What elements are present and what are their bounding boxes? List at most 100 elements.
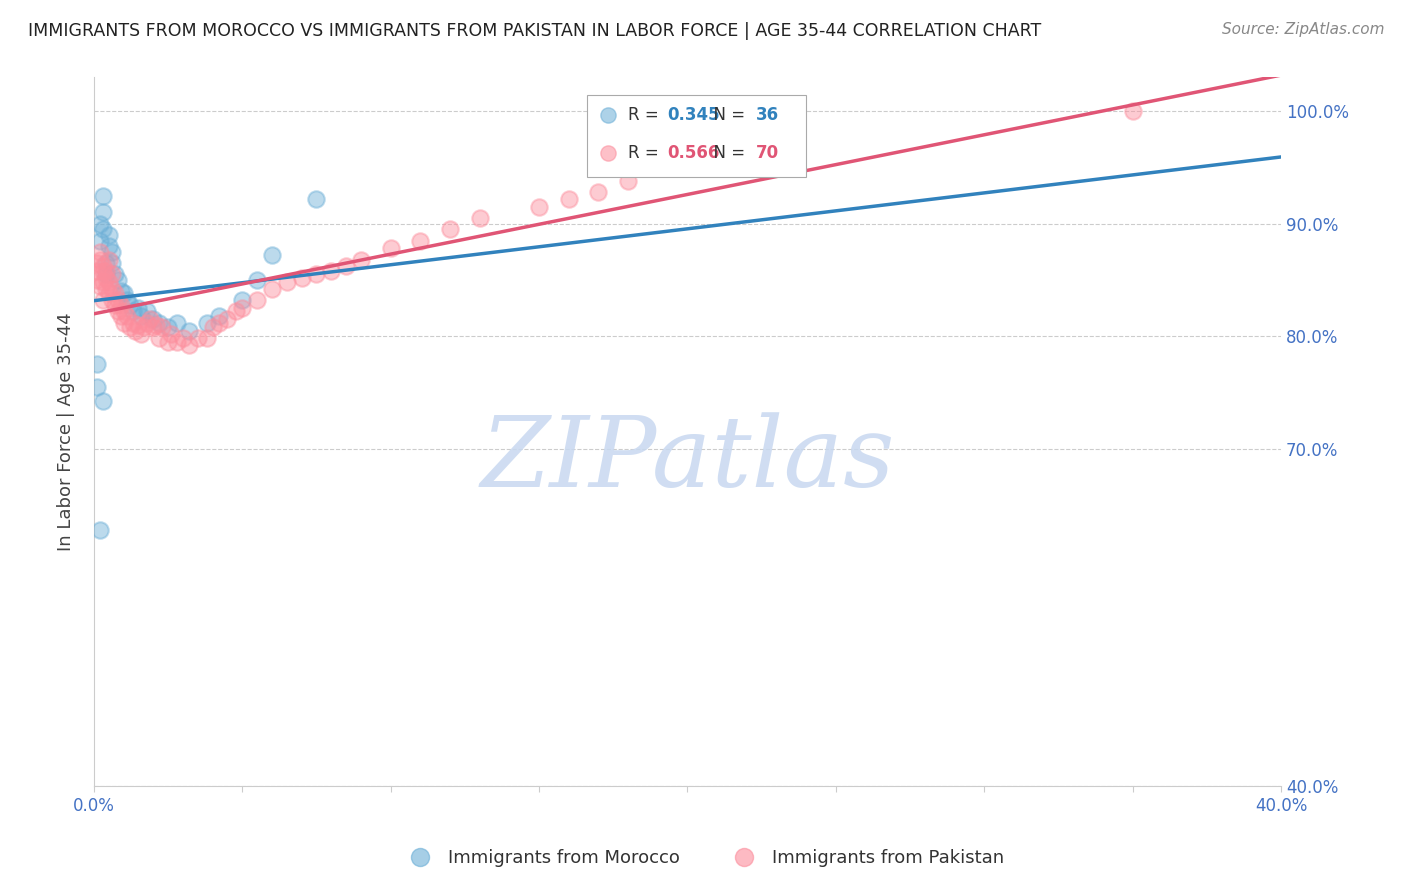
Point	[305, 192, 328, 206]
Point	[246, 273, 269, 287]
Point	[217, 312, 239, 326]
Point	[112, 316, 135, 330]
Point	[107, 273, 129, 287]
Text: 0.345: 0.345	[668, 106, 720, 124]
Point	[276, 275, 298, 289]
Point	[89, 234, 111, 248]
Point	[201, 320, 224, 334]
Point	[97, 239, 120, 253]
Point	[1122, 104, 1144, 119]
Point	[321, 264, 343, 278]
Point	[661, 158, 683, 172]
Point	[100, 268, 122, 282]
Point	[118, 298, 141, 312]
Point	[86, 380, 108, 394]
Text: IMMIGRANTS FROM MOROCCO VS IMMIGRANTS FROM PAKISTAN IN LABOR FORCE | AGE 35-44 C: IMMIGRANTS FROM MOROCCO VS IMMIGRANTS FR…	[28, 22, 1042, 40]
Point	[291, 270, 314, 285]
Point	[110, 284, 132, 298]
Point	[110, 309, 132, 323]
Point	[127, 301, 149, 315]
Point	[145, 318, 167, 332]
Point	[94, 282, 117, 296]
Point	[100, 256, 122, 270]
Point	[136, 316, 159, 330]
Point	[139, 312, 162, 326]
Point	[335, 260, 357, 274]
Point	[380, 242, 402, 256]
Point	[231, 301, 253, 315]
Point	[89, 278, 111, 293]
Point	[558, 192, 581, 206]
Point	[231, 293, 253, 308]
Point	[86, 357, 108, 371]
Point	[166, 334, 188, 349]
Point	[195, 316, 218, 330]
Point	[409, 234, 432, 248]
Point	[195, 331, 218, 345]
Text: 0.566: 0.566	[668, 145, 720, 162]
Point	[177, 324, 200, 338]
Point	[134, 320, 156, 334]
Point	[91, 222, 114, 236]
Point	[150, 320, 173, 334]
Point	[86, 264, 108, 278]
Point	[110, 298, 132, 312]
Point	[148, 316, 170, 330]
Point	[104, 298, 127, 312]
Point	[94, 270, 117, 285]
Point	[107, 304, 129, 318]
Point	[121, 304, 143, 318]
Point	[207, 309, 229, 323]
Point	[112, 304, 135, 318]
Point	[157, 320, 180, 334]
Point	[260, 282, 283, 296]
Point	[104, 286, 127, 301]
Point	[100, 282, 122, 296]
Point	[157, 334, 180, 349]
Point	[350, 252, 373, 267]
Text: 70: 70	[756, 145, 779, 162]
Point	[89, 244, 111, 259]
Point	[127, 318, 149, 332]
Point	[97, 286, 120, 301]
Point	[121, 316, 143, 330]
Point	[527, 200, 550, 214]
Point	[160, 326, 183, 341]
Point	[91, 205, 114, 219]
Point	[107, 293, 129, 308]
Point	[91, 394, 114, 409]
Text: N =: N =	[703, 106, 751, 124]
Point	[89, 252, 111, 267]
Text: R =: R =	[628, 106, 664, 124]
Point	[91, 293, 114, 308]
Point	[100, 244, 122, 259]
Point	[131, 309, 153, 323]
Point	[142, 320, 165, 334]
Point	[104, 268, 127, 282]
Point	[142, 312, 165, 326]
Point	[136, 304, 159, 318]
Point	[97, 275, 120, 289]
Point	[177, 338, 200, 352]
Y-axis label: In Labor Force | Age 35-44: In Labor Force | Age 35-44	[58, 312, 75, 551]
Point	[260, 248, 283, 262]
Point	[131, 326, 153, 341]
Point	[91, 264, 114, 278]
Point	[124, 324, 146, 338]
Point	[148, 331, 170, 345]
Point	[89, 523, 111, 537]
Point	[91, 260, 114, 274]
Point	[187, 331, 209, 345]
Point	[305, 268, 328, 282]
Legend: Immigrants from Morocco, Immigrants from Pakistan: Immigrants from Morocco, Immigrants from…	[394, 842, 1012, 874]
Point	[115, 293, 138, 308]
Point	[91, 275, 114, 289]
Text: Source: ZipAtlas.com: Source: ZipAtlas.com	[1222, 22, 1385, 37]
Text: N =: N =	[703, 145, 751, 162]
Point	[588, 185, 610, 199]
Point	[617, 174, 640, 188]
Point	[97, 227, 120, 242]
Point	[112, 286, 135, 301]
Point	[91, 188, 114, 202]
Point	[246, 293, 269, 308]
